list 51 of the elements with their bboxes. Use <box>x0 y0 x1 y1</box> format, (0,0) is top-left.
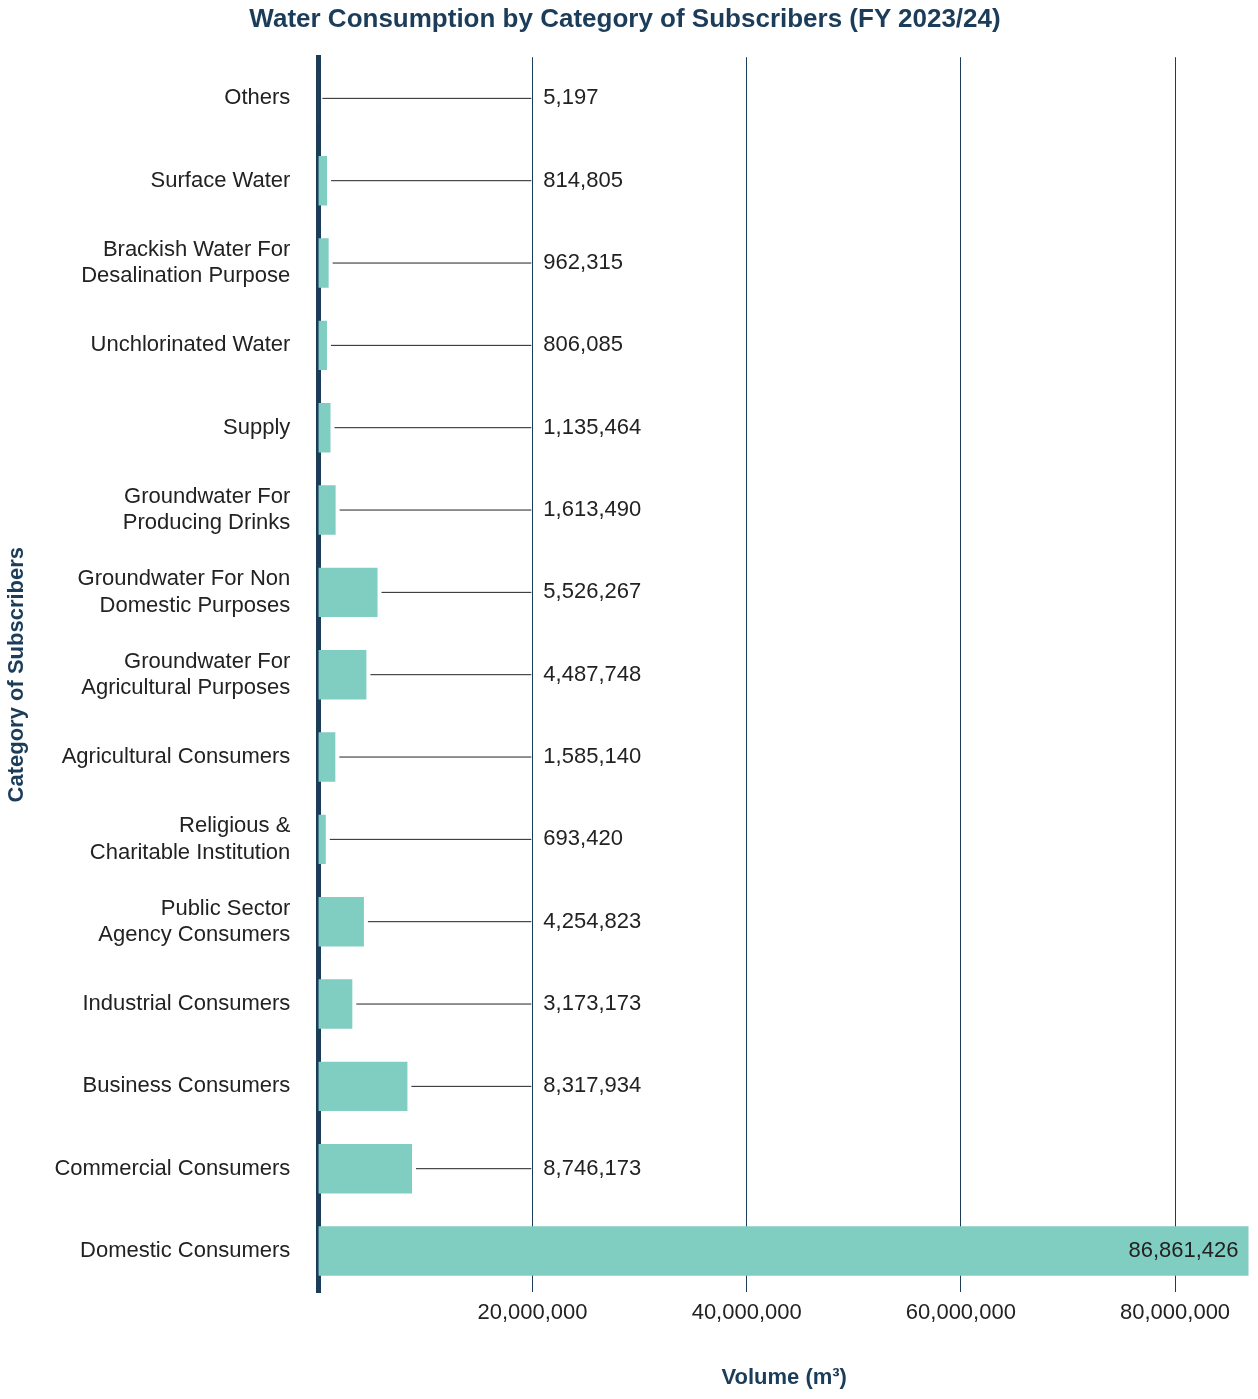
bar <box>318 1226 1249 1276</box>
bar <box>318 979 353 1029</box>
x-tick-label: 60,000,000 <box>905 1299 1016 1325</box>
data-label: 1,613,490 <box>543 496 642 522</box>
x-tick-label: 20,000,000 <box>477 1299 588 1325</box>
data-label: 86,861,426 <box>1128 1237 1239 1263</box>
x-axis-title: Volume (m³) <box>721 1363 847 1389</box>
data-label: 3,173,173 <box>543 990 642 1016</box>
data-label: 693,420 <box>543 825 623 851</box>
bar <box>318 814 326 865</box>
y-tick-label: Supply <box>223 413 291 439</box>
y-tick-label: Public Sector Agency Consumers <box>98 894 291 946</box>
data-label: 8,746,173 <box>543 1154 642 1180</box>
bar <box>318 238 329 288</box>
y-tick-label: Surface Water <box>150 166 291 192</box>
x-tick-label: 80,000,000 <box>1119 1299 1231 1325</box>
y-axis-title: Category of Subscribers <box>3 546 29 803</box>
chart-title: Water Consumption by Category of Subscribers (FY 2023/24) <box>249 2 1001 33</box>
data-label: 5,526,267 <box>543 578 642 604</box>
data-label: 962,315 <box>543 249 623 275</box>
data-label: 4,487,748 <box>543 660 642 686</box>
data-label: 4,254,823 <box>543 907 642 933</box>
y-tick-label: Commercial Consumers <box>54 1154 291 1180</box>
y-tick-label: Groundwater For Non Domestic Purposes <box>77 565 291 617</box>
y-tick-label: Unchlorinated Water <box>90 331 291 357</box>
bar <box>318 650 367 700</box>
bar <box>318 485 336 535</box>
data-label: 814,805 <box>543 166 623 192</box>
y-tick-label: Agricultural Consumers <box>61 743 291 769</box>
bar <box>318 403 331 453</box>
y-tick-label: Groundwater For Producing Drinks <box>122 482 291 535</box>
bar <box>318 732 336 782</box>
data-label: 8,317,934 <box>543 1072 642 1098</box>
bar <box>318 1144 412 1194</box>
bar <box>318 1061 408 1112</box>
y-tick-label: Others <box>224 84 291 110</box>
bar <box>318 567 378 618</box>
y-tick-label: Brackish Water For Desalination Purpose <box>81 235 291 288</box>
y-tick-label: Groundwater For Agricultural Purposes <box>81 647 291 699</box>
data-label: 1,135,464 <box>543 413 642 439</box>
data-label: 1,585,140 <box>543 743 642 769</box>
x-tick-label: 40,000,000 <box>691 1299 802 1325</box>
y-tick-label: Industrial Consumers <box>82 990 291 1016</box>
y-tick-label: Religious & Charitable Institution <box>89 812 291 864</box>
data-label: 806,085 <box>543 331 623 357</box>
bar <box>318 897 364 947</box>
y-tick-label: Domestic Consumers <box>80 1237 291 1263</box>
data-label: 5,197 <box>543 84 599 110</box>
y-tick-label: Business Consumers <box>82 1072 291 1098</box>
bar <box>318 156 328 206</box>
bar <box>318 320 327 371</box>
